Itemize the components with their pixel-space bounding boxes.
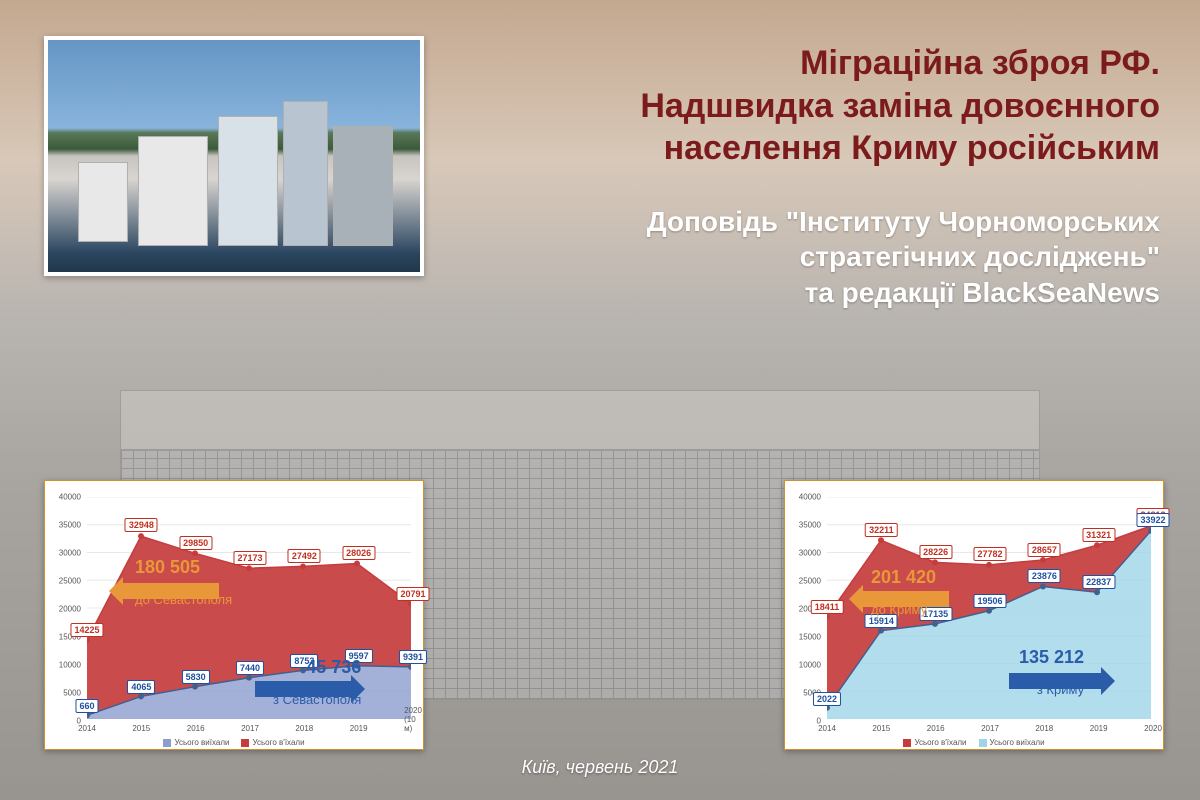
data-label-top: 20791 [396,587,429,601]
y-tick: 35000 [47,521,81,530]
data-label-top: 27782 [973,547,1006,561]
data-label-top: 31321 [1082,528,1115,542]
subtitle-line: та редакції BlackSeaNews [805,277,1160,308]
footer-caption: Київ, червень 2021 [522,757,679,778]
data-label-bottom: 9391 [399,650,427,664]
y-tick: 20000 [47,605,81,614]
y-tick: 40000 [47,493,81,502]
x-tick: 2017 [241,724,259,733]
x-tick: 2020 (10 м) [404,706,422,733]
legend-item: Усього виїхали [163,738,229,747]
data-label-top: 28226 [919,545,952,559]
subtitle: Доповідь "Інституту Чорноморських страте… [460,204,1160,311]
title-line: Міграційна зброя РФ. [800,44,1160,82]
data-label-top: 27492 [288,549,321,563]
y-tick: 10000 [47,661,81,670]
arrow-value: 135 212 [1019,647,1084,668]
chart-crimea: 0500010000150002000025000300003500040000… [784,480,1164,750]
data-label-bottom: 33922 [1136,513,1169,527]
x-tick: 2017 [981,724,999,733]
x-tick: 2018 [295,724,313,733]
y-tick: 30000 [47,549,81,558]
y-tick: 0 [47,717,81,726]
total-in-label: 180 505 до Севастополя [135,557,232,607]
data-label-bottom: 7440 [236,661,264,675]
legend-item: Усього в'їхали [903,738,966,747]
data-label-bottom: 23876 [1028,569,1061,583]
data-label-top: 27173 [233,551,266,565]
total-in-label: 201 420 до Криму [871,567,936,617]
x-tick: 2018 [1035,724,1053,733]
y-tick: 0 [787,717,821,726]
y-tick: 15000 [787,633,821,642]
data-label-top: 18411 [811,600,844,614]
x-tick: 2015 [872,724,890,733]
x-tick: 2019 [1090,724,1108,733]
y-tick: 25000 [787,577,821,586]
arrow-label: з Севастополя [273,692,361,707]
total-out-label: 135 212 з Криму [1019,647,1084,697]
y-tick: 30000 [787,549,821,558]
x-tick: 2014 [78,724,96,733]
arrow-value: 201 420 [871,567,936,588]
y-tick: 5000 [47,689,81,698]
data-label-top: 14225 [70,623,103,637]
arrow-label: з Криму [1019,682,1084,697]
main-title: Міграційна зброя РФ. Надшвидка заміна до… [460,42,1160,170]
data-label-top: 32211 [865,523,898,537]
data-label-bottom: 4065 [127,680,155,694]
subtitle-line: стратегічних досліджень" [800,241,1160,272]
data-label-top: 28657 [1028,543,1061,557]
y-tick: 10000 [787,661,821,670]
arrow-label: до Севастополя [135,592,232,607]
chart-sevastopol: 0500010000150002000025000300003500040000… [44,480,424,750]
legend-item: Усього виїхали [979,738,1045,747]
title-block: Міграційна зброя РФ. Надшвидка заміна до… [460,42,1160,311]
total-out-label: 45 736 з Севастополя [273,657,361,707]
arrow-value: 180 505 [135,557,232,578]
x-tick: 2015 [132,724,150,733]
data-label-top: 28026 [342,546,375,560]
x-tick: 2019 [350,724,368,733]
chart-legend: Усього в'їхали Усього виїхали [785,738,1163,747]
data-label-top: 29850 [179,536,212,550]
y-tick: 35000 [787,521,821,530]
data-label-bottom: 22837 [1082,575,1115,589]
y-tick: 40000 [787,493,821,502]
arrow-label: до Криму [871,602,936,617]
data-label-bottom: 5830 [182,670,210,684]
arrow-value: 45 736 [273,657,361,678]
chart-legend: Усього виїхали Усього в'їхали [45,738,423,747]
x-tick: 2016 [187,724,205,733]
legend-item: Усього в'їхали [241,738,304,747]
data-label-bottom: 660 [75,699,98,713]
x-tick: 2016 [927,724,945,733]
title-line: населення Криму російським [664,129,1160,167]
x-tick: 2014 [818,724,836,733]
data-label-top: 32948 [125,518,158,532]
subtitle-line: Доповідь "Інституту Чорноморських [647,206,1160,237]
title-line: Надшвидка заміна довоєнного [640,87,1160,125]
x-tick: 2020 [1144,724,1162,733]
photo-inset [44,36,424,276]
y-tick: 25000 [47,577,81,586]
data-label-bottom: 19506 [973,594,1006,608]
data-label-bottom: 2022 [813,692,841,706]
